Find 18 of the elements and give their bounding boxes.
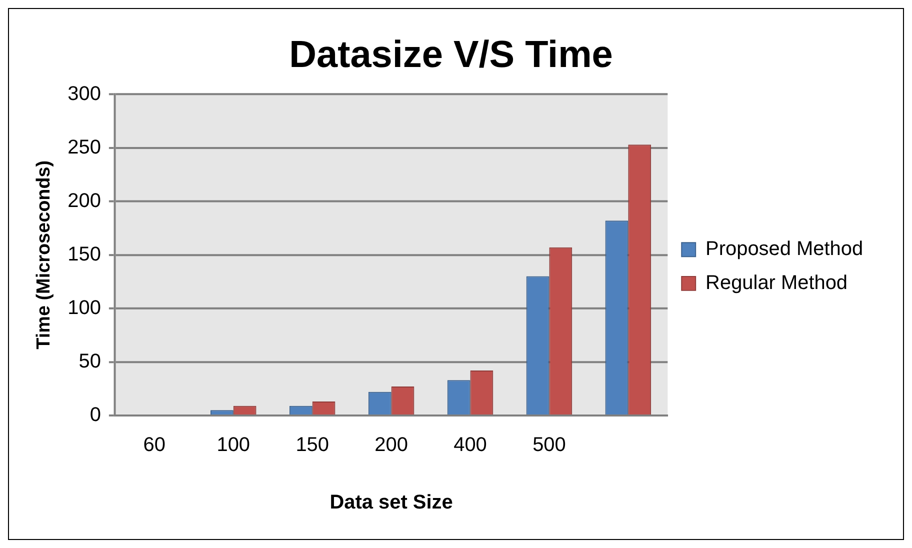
y-tick-label: 100 <box>68 296 101 319</box>
y-tick-label: 250 <box>68 136 101 158</box>
x-tick-label: 400 <box>454 434 487 456</box>
x-tick-label: 500 <box>532 434 566 456</box>
x-tick-label: 150 <box>296 434 329 456</box>
y-tick-label: 50 <box>78 350 101 372</box>
x-tick-label: 100 <box>216 434 250 456</box>
y-tick-label: 200 <box>68 190 101 212</box>
chart-title: Datasize V/S Time <box>289 34 613 76</box>
x-axis-title: Data set Size <box>330 492 453 514</box>
y-axis-title: Time (Microseconds) <box>34 160 55 350</box>
legend-label: Regular Method <box>706 272 848 294</box>
legend-label: Proposed Method <box>706 238 864 260</box>
y-tick-label: 300 <box>68 82 101 105</box>
y-tick-label: 0 <box>90 404 101 426</box>
x-tick-label: 60 <box>143 434 166 456</box>
x-tick-label: 200 <box>374 434 408 456</box>
y-tick-label: 150 <box>68 243 101 266</box>
